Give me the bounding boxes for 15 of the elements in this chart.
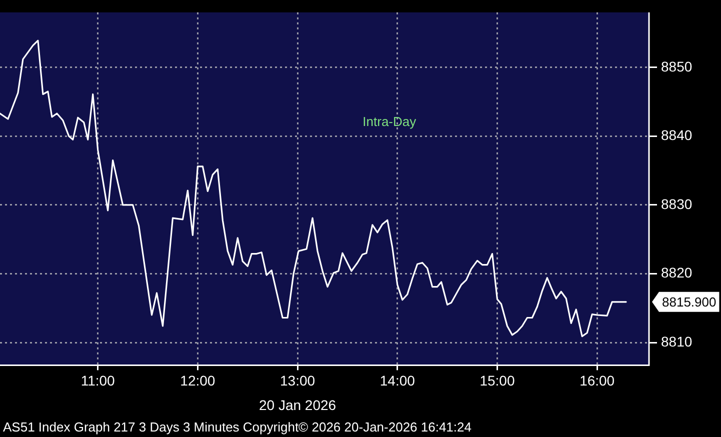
x-tick-label: 16:00 <box>580 372 615 388</box>
text: AS51 Index Graph 217 3 Days 3 Minutes Copyright© 2026 20-Jan-2026 16:41:24 <box>3 420 472 435</box>
y-tick-label: 8820 <box>661 264 692 281</box>
y-tick-label: 8810 <box>661 333 692 350</box>
x-tick-label: 13:00 <box>280 372 316 388</box>
y-tick-label: 8840 <box>661 127 692 144</box>
text: Intra-Day <box>362 114 417 129</box>
x-tick-label: 15:00 <box>480 372 515 388</box>
x-tick-label: 11:00 <box>80 372 116 388</box>
annotation: 8815.900 <box>662 294 716 310</box>
x-tick-label: 14:00 <box>380 372 416 388</box>
y-tick-label: 8830 <box>661 196 692 212</box>
x-tick-label: 12:00 <box>180 372 216 388</box>
x-axis-title: 20 Jan 2026 <box>259 397 336 414</box>
y-tick-label: 8850 <box>661 58 692 74</box>
